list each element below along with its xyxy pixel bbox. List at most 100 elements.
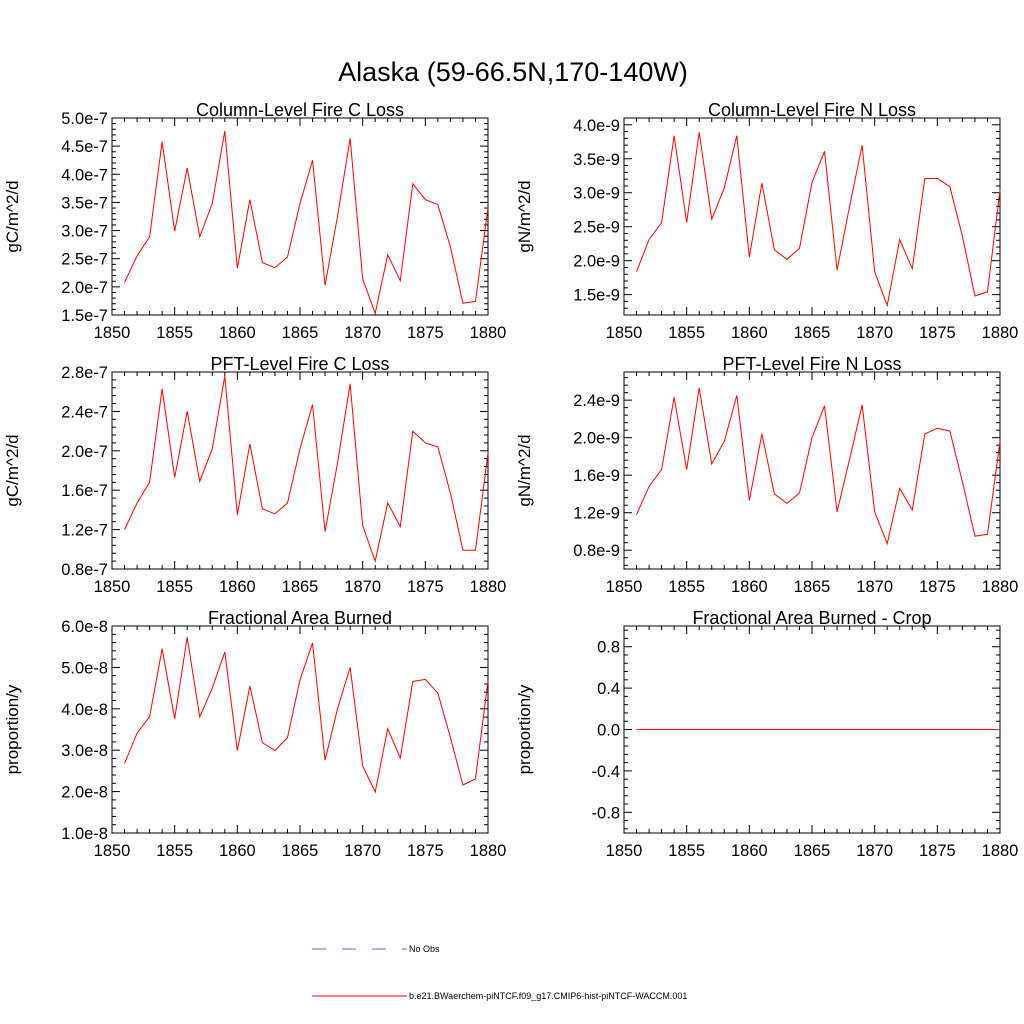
- y-tick-label: 2.4e-7: [61, 403, 108, 421]
- y-tick-label: 1.5e-7: [61, 307, 108, 325]
- x-tick-label: 1880: [982, 324, 1019, 342]
- x-tick-label: 1855: [668, 324, 705, 342]
- y-tick-label: 3.0e-8: [61, 742, 108, 760]
- panel-title: Fractional Area Burned: [208, 608, 392, 628]
- chart-panel-4: PFT-Level Fire N Loss 1850 1855 1860 1865 187…: [515, 354, 1018, 596]
- x-tick-label: 1875: [407, 578, 444, 596]
- y-tick-label: 2.0e-7: [61, 279, 108, 297]
- x-tick-label: 1850: [94, 324, 131, 342]
- y-tick-label: 4.0e-8: [61, 701, 108, 719]
- series-line-1: [124, 375, 489, 563]
- x-tick-label: 1850: [606, 842, 643, 860]
- y-tick-label: 5.0e-8: [61, 659, 108, 677]
- x-tick-label: 1860: [219, 578, 256, 596]
- x-tick-label: 1880: [470, 842, 507, 860]
- y-tick-label: 0.8: [597, 639, 620, 657]
- x-tick-label: 1850: [94, 842, 131, 860]
- x-tick-label: 1870: [856, 578, 893, 596]
- x-tick-label: 1875: [919, 324, 956, 342]
- y-tick-label: 6.0e-8: [61, 618, 108, 636]
- series-line-1: [636, 387, 1001, 546]
- y-tick-label: 0.8e-9: [573, 542, 620, 560]
- x-tick-label: 1850: [606, 578, 643, 596]
- x-tick-label: 1855: [668, 578, 705, 596]
- y-tick-label: -0.8: [592, 804, 620, 822]
- y-axis-label: gC/m^2/d: [3, 434, 22, 506]
- x-tick-label: 1860: [219, 842, 256, 860]
- x-tick-label: 1865: [282, 578, 319, 596]
- y-tick-label: 2.0e-9: [573, 253, 620, 271]
- y-tick-label: 2.0e-7: [61, 443, 108, 461]
- panel-title: PFT-Level Fire N Loss: [722, 354, 901, 374]
- y-tick-label: 1.6e-9: [573, 467, 620, 485]
- x-tick-label: 1860: [731, 324, 768, 342]
- y-tick-label: 2.5e-9: [573, 219, 620, 237]
- x-tick-label: 1875: [919, 578, 956, 596]
- chart-panel-3: PFT-Level Fire C Loss 1850 1855 1860 1865 187…: [3, 354, 506, 596]
- chart-panel-6: Fractional Area Burned - Crop 1850 1855 186…: [515, 608, 1018, 860]
- y-tick-label: 0.4: [597, 680, 620, 698]
- legend-label-model: b.e21.BWaerchem-piNTCF.f09_g17.CMIP6-his…: [409, 991, 687, 1001]
- x-tick-label: 1880: [982, 578, 1019, 596]
- x-tick-label: 1850: [606, 324, 643, 342]
- y-tick-label: 3.5e-7: [61, 194, 108, 212]
- chart-panels: Column-Level Fire C Loss 1850 1855 1860 1865…: [3, 100, 1018, 860]
- x-tick-label: 1865: [794, 578, 831, 596]
- x-tick-label: 1870: [344, 578, 381, 596]
- y-tick-label: 2.8e-7: [61, 364, 108, 382]
- x-tick-label: 1880: [470, 324, 507, 342]
- x-tick-label: 1860: [731, 842, 768, 860]
- y-axis-label: gC/m^2/d: [3, 180, 22, 252]
- panel-title: Column-Level Fire C Loss: [196, 100, 404, 120]
- x-tick-label: 1855: [668, 842, 705, 860]
- x-tick-label: 1855: [156, 578, 193, 596]
- y-tick-label: 1.5e-9: [573, 287, 620, 305]
- x-tick-label: 1880: [982, 842, 1019, 860]
- x-tick-label: 1855: [156, 842, 193, 860]
- x-tick-label: 1860: [219, 324, 256, 342]
- series-line-1: [636, 132, 1001, 308]
- chart-panel-1: Column-Level Fire C Loss 1850 1855 1860 1865…: [3, 100, 506, 342]
- x-tick-label: 1865: [794, 324, 831, 342]
- legend-item-obs: No Obs: [312, 944, 440, 954]
- y-axis-label: gN/m^2/d: [515, 434, 534, 506]
- y-tick-label: 0.0: [597, 722, 620, 740]
- x-tick-label: 1865: [282, 842, 319, 860]
- y-tick-label: 4.0e-7: [61, 166, 108, 184]
- x-tick-label: 1880: [470, 578, 507, 596]
- y-tick-label: 2.4e-9: [573, 392, 620, 410]
- y-tick-label: 4.5e-7: [61, 138, 108, 156]
- chart-panel-5: Fractional Area Burned 1850 1855 1860 1865 18…: [3, 608, 506, 860]
- y-tick-label: 2.0e-9: [573, 430, 620, 448]
- y-tick-label: 3.5e-9: [573, 151, 620, 169]
- x-tick-label: 1860: [731, 578, 768, 596]
- y-tick-label: 3.0e-9: [573, 185, 620, 203]
- panel-title: Column-Level Fire N Loss: [708, 100, 916, 120]
- series-line-1: [124, 130, 489, 316]
- legend: No Obs b.e21.BWaerchem-piNTCF.f09_g17.CM…: [312, 944, 687, 1001]
- x-tick-label: 1855: [156, 324, 193, 342]
- x-tick-label: 1870: [344, 842, 381, 860]
- legend-item-model: b.e21.BWaerchem-piNTCF.f09_g17.CMIP6-his…: [312, 991, 687, 1001]
- y-tick-label: 2.0e-8: [61, 784, 108, 802]
- y-tick-label: -0.4: [592, 763, 620, 781]
- y-tick-label: 1.0e-8: [61, 825, 108, 843]
- x-tick-label: 1850: [94, 578, 131, 596]
- x-tick-label: 1875: [407, 842, 444, 860]
- chart-panel-2: Column-Level Fire N Loss 1850 1855 1860 1865…: [515, 100, 1018, 342]
- y-tick-label: 4.0e-9: [573, 117, 620, 135]
- y-tick-label: 3.0e-7: [61, 223, 108, 241]
- y-axis-label: proportion/y: [515, 684, 534, 774]
- x-tick-label: 1870: [856, 842, 893, 860]
- x-tick-label: 1865: [794, 842, 831, 860]
- x-tick-label: 1875: [407, 324, 444, 342]
- series-line-1: [124, 637, 489, 794]
- y-tick-label: 1.6e-7: [61, 482, 108, 500]
- figure-title: Alaska (59-66.5N,170-140W): [338, 57, 688, 87]
- y-axis-label: proportion/y: [3, 684, 22, 774]
- x-tick-label: 1865: [282, 324, 319, 342]
- panel-title: Fractional Area Burned - Crop: [692, 608, 931, 628]
- y-tick-label: 5.0e-7: [61, 110, 108, 128]
